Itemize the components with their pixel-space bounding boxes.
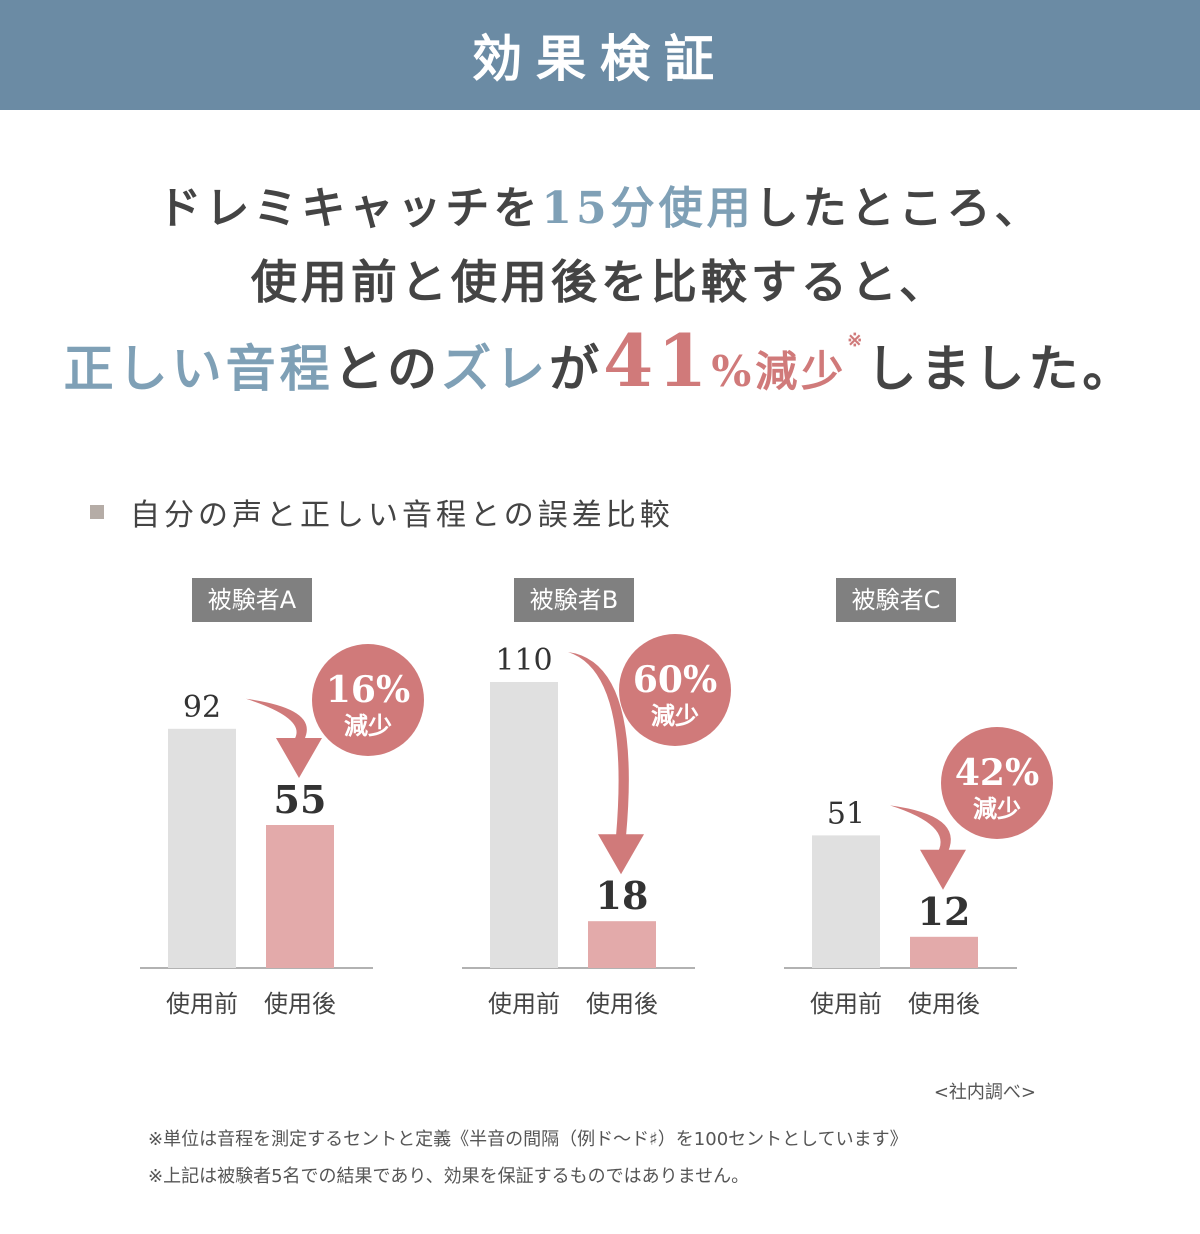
bar-before [490, 682, 558, 968]
chart-subtitle: 自分の声と正しい音程との誤差比較 [90, 490, 674, 534]
subject-label: 被験者C [852, 586, 941, 614]
header-band: 効果検証 [0, 0, 1200, 110]
page-title: 効果検証 [472, 29, 728, 88]
bar-value-label: 110 [495, 643, 552, 678]
subject-label: 被験者B [530, 586, 618, 614]
text: が [549, 339, 604, 398]
reduction-label: 減少 [973, 795, 1021, 823]
bar-after [266, 825, 334, 968]
reduction-label: 減少 [651, 702, 699, 730]
arrow-head-icon [598, 834, 644, 875]
bar-value-label: 12 [918, 889, 971, 934]
arrow-head-icon [920, 849, 966, 890]
category-label: 使用前 [810, 990, 882, 1018]
bar-value-label: 51 [827, 796, 865, 831]
category-label: 使用後 [586, 990, 658, 1018]
subject-group: 被験者A 92 使用前 55 使用後 16%減少 [140, 578, 424, 1018]
headline-line-3: 正しい音程とのズレが41%減少※しました。 [0, 318, 1200, 403]
bar-after [588, 921, 656, 968]
bar-chart: 被験者A92使用前55使用後16%減少被験者B110使用前18使用後60%減少被… [140, 578, 1053, 1018]
footnote-mark: ※ [847, 330, 867, 351]
category-label: 使用後 [908, 990, 980, 1018]
reduction-label: 減少 [344, 712, 392, 740]
reduction-badge [312, 644, 424, 756]
subtitle-text: 自分の声と正しい音程との誤差比較 [130, 498, 674, 533]
bar-value-label: 18 [596, 873, 649, 918]
bar-before [812, 835, 880, 968]
arrow-shaft [890, 805, 951, 852]
highlight: 正しい音程 [63, 339, 334, 398]
category-label: 使用前 [488, 990, 560, 1018]
subject-label: 被験者A [208, 586, 297, 614]
reduction-value: 60% [633, 659, 717, 701]
footnote: ※単位は音程を測定するセントと定義《半音の間隔（例ド～ド♯）を100セントとして… [148, 1129, 908, 1150]
text: ドレミキャッチを [157, 183, 542, 234]
source-note: <社内調べ> [933, 1082, 1036, 1103]
category-label: 使用前 [166, 990, 238, 1018]
bar-value-label: 55 [274, 777, 327, 822]
highlight: ズレ [441, 339, 550, 398]
arrow-shaft [246, 698, 307, 740]
headline-line-2: 使用前と使用後を比較すると、 [250, 255, 950, 309]
headline-line-1: ドレミキャッチを15分使用したところ、 [0, 172, 1200, 236]
reduction-value: 42% [955, 752, 1039, 794]
bar-value-label: 92 [183, 690, 221, 725]
highlight-number: 41 [603, 318, 712, 403]
highlight: 15分使用 [541, 183, 755, 234]
subject-label-bg [192, 578, 312, 622]
reduction-badge [941, 727, 1053, 839]
text: との [333, 339, 442, 398]
square-bullet-icon [90, 505, 104, 519]
subject-group: 被験者C 51 使用前 12 使用後 42%減少 [784, 578, 1053, 1018]
text: しました。 [866, 339, 1137, 398]
subject-label-bg [514, 578, 634, 622]
reduction-badge [619, 634, 731, 746]
bar-after [910, 936, 978, 968]
arrow-shaft [568, 652, 629, 837]
subject-label-bg [836, 578, 956, 622]
reduction-value: 16% [326, 669, 410, 711]
footnote: ※上記は被験者5名での結果であり、効果を保証するものではありません。 [148, 1166, 750, 1187]
bar-before [168, 728, 236, 968]
highlight: %減少 [711, 347, 848, 396]
subject-group: 被験者B 110 使用前 18 使用後 60%減少 [462, 578, 731, 1018]
arrow-head-icon [276, 738, 322, 778]
category-label: 使用後 [264, 990, 336, 1018]
text: したところ、 [754, 183, 1043, 234]
